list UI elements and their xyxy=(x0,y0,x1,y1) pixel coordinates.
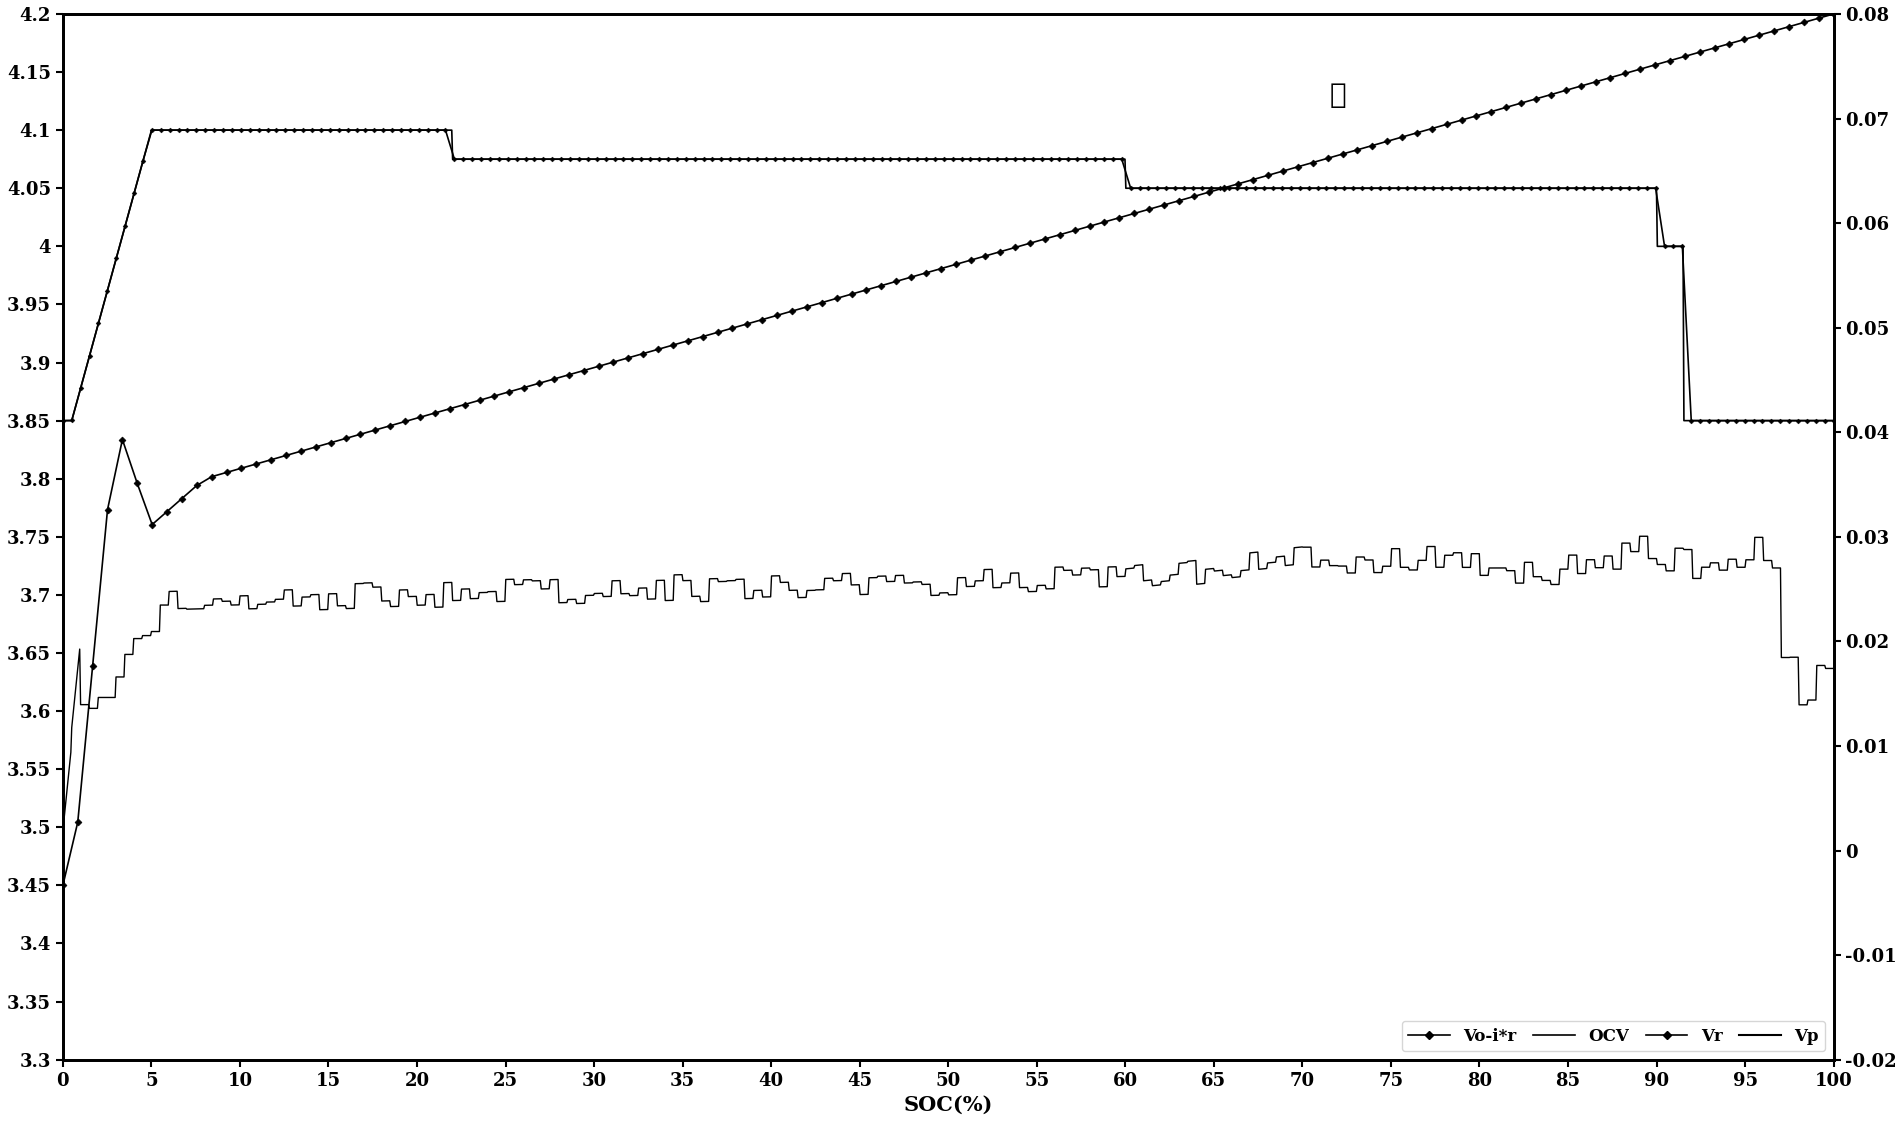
Text: ①: ① xyxy=(1329,82,1346,109)
Vp xyxy=(1445,546,1468,560)
Vp xyxy=(1822,662,1845,675)
OCV xyxy=(1773,414,1795,427)
OCV xyxy=(1447,182,1470,195)
OCV xyxy=(914,153,937,166)
Vo-i*r xyxy=(1272,164,1295,177)
Line: Vo-i*r: Vo-i*r xyxy=(61,11,1835,888)
Line: Vp: Vp xyxy=(63,536,1834,830)
Vr xyxy=(51,414,74,427)
Vo-i*r xyxy=(1822,7,1845,20)
Vr xyxy=(1822,414,1845,427)
Vr xyxy=(168,123,190,137)
Vp xyxy=(866,571,889,585)
OCV xyxy=(1771,414,1794,427)
OCV xyxy=(866,153,889,166)
OCV xyxy=(51,414,74,427)
Vr xyxy=(122,186,145,200)
Vp xyxy=(51,824,74,837)
Vr xyxy=(141,123,164,137)
Vr xyxy=(390,123,413,137)
Vp xyxy=(1628,530,1651,543)
OCV xyxy=(141,123,164,137)
Line: OCV: OCV xyxy=(63,130,1834,421)
Vp xyxy=(141,625,164,638)
Vo-i*r xyxy=(51,879,74,892)
X-axis label: SOC(%): SOC(%) xyxy=(904,1095,994,1115)
Vo-i*r xyxy=(423,406,446,420)
Line: Vr: Vr xyxy=(61,128,1835,422)
Vr xyxy=(1679,414,1702,427)
Vp xyxy=(1771,651,1794,664)
OCV xyxy=(143,123,166,137)
Vo-i*r xyxy=(1034,232,1057,246)
Legend: Vo-i*r, OCV, Vr, Vp: Vo-i*r, OCV, Vr, Vp xyxy=(1401,1021,1826,1051)
Vo-i*r xyxy=(527,377,550,390)
Vo-i*r xyxy=(1451,113,1474,127)
Vp xyxy=(1773,651,1795,664)
Vr xyxy=(1742,414,1765,427)
OCV xyxy=(1822,414,1845,427)
Vo-i*r xyxy=(1763,25,1786,38)
Vp xyxy=(912,578,935,591)
Vr xyxy=(531,153,554,166)
